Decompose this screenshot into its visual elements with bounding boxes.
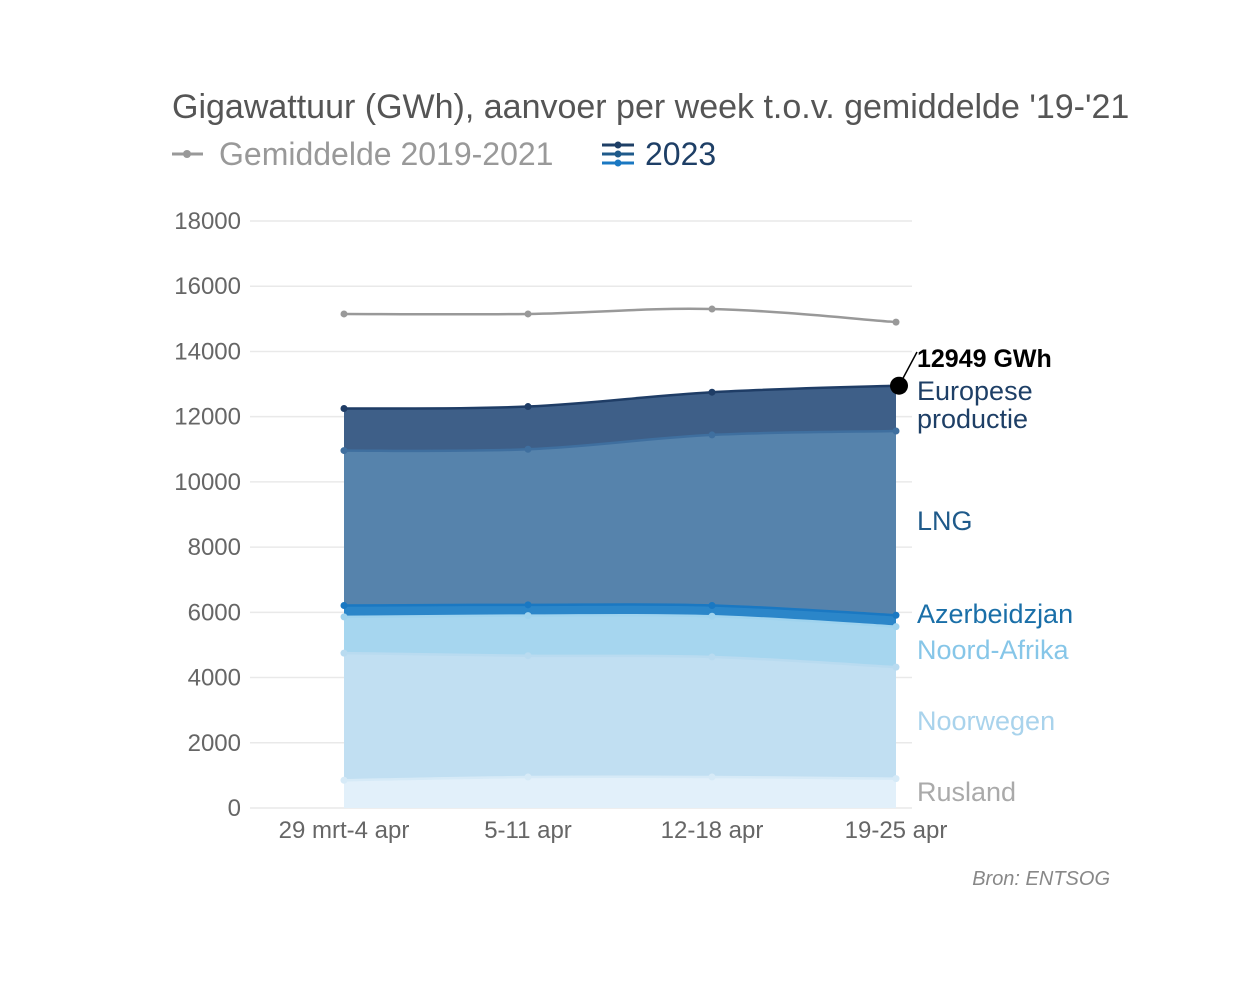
point-noord-afrika: [708, 612, 716, 620]
average-point: [524, 310, 532, 318]
chart-title: Gigawattuur (GWh), aanvoer per week t.o.…: [172, 88, 1129, 126]
point-lng: [340, 447, 348, 455]
series-lines: [340, 382, 900, 784]
area-noorwegen: [344, 653, 896, 781]
point-noorwegen: [892, 663, 900, 671]
legend-average-label: Gemiddelde 2019-2021: [219, 136, 553, 172]
y-tick-label: 10000: [174, 469, 241, 496]
point-noord-afrika: [340, 613, 348, 621]
average-point: [708, 305, 716, 313]
label-europese-line2: productie: [917, 404, 1028, 434]
point-europese-productie: [708, 388, 716, 396]
point-lng: [892, 427, 900, 435]
label-noorwegen: Noorwegen: [917, 706, 1055, 736]
line-europese-productie: [343, 384, 897, 410]
total-callout: 12949 GWh: [890, 345, 1052, 395]
label-lng: LNG: [917, 506, 973, 536]
x-tick-label: 19-25 apr: [845, 817, 948, 844]
average-point: [892, 318, 900, 326]
point-noord-afrika: [524, 612, 532, 620]
label-europese-line1: Europese: [917, 376, 1033, 406]
stacked-areas: [344, 385, 896, 808]
x-tick-label: 5-11 apr: [484, 817, 572, 844]
y-tick-label: 4000: [188, 665, 241, 692]
point-noorwegen: [708, 653, 716, 661]
y-tick-label: 14000: [174, 338, 241, 365]
point-rusland: [524, 773, 532, 781]
x-tick-label: 29 mrt-4 apr: [279, 817, 410, 844]
legend-2023-label: 2023: [645, 136, 716, 172]
point-noorwegen: [524, 652, 532, 660]
y-axis: 0 2000 4000 6000 8000 10000 12000 14000 16000 180…: [174, 208, 241, 822]
line-lng: [343, 429, 897, 453]
area-azerbeidzjan: [344, 604, 896, 627]
legend: Gemiddelde 2019-2021 2023: [172, 136, 716, 172]
y-tick-label: 2000: [188, 730, 241, 757]
y-tick-label: 6000: [188, 599, 241, 626]
callout-dot: [890, 376, 908, 395]
average-line-path: [343, 307, 897, 324]
area-europese-productie: [344, 385, 896, 451]
area-rusland: [344, 776, 896, 808]
point-rusland: [340, 776, 348, 784]
series-labels: Europese productie LNG Azerbeidzjan Noor…: [917, 376, 1073, 807]
point-azerbeidzjan: [340, 601, 348, 609]
point-europese-productie: [524, 403, 532, 411]
x-tick-label: 12-18 apr: [661, 817, 764, 844]
point-azerbeidzjan: [892, 611, 900, 619]
y-tick-label: 0: [228, 795, 241, 822]
line-azerbeidzjan: [343, 603, 897, 617]
point-lng: [524, 445, 532, 453]
point-europese-productie: [340, 405, 348, 413]
y-tick-label: 8000: [188, 534, 241, 561]
point-azerbeidzjan: [524, 601, 532, 609]
area-lng: [344, 431, 896, 616]
y-tick-label: 12000: [174, 404, 241, 431]
point-noord-afrika: [892, 623, 900, 631]
label-rusland: Rusland: [917, 777, 1016, 807]
x-axis: 29 mrt-4 apr 5-11 apr 12-18 apr 19-25 apr: [279, 817, 948, 844]
y-tick-label: 16000: [174, 273, 241, 300]
legend-2023-icon: [602, 141, 634, 167]
average-line: [340, 305, 900, 326]
point-rusland: [892, 775, 900, 783]
label-noord-afrika: Noord-Afrika: [917, 635, 1070, 665]
label-azerbeidzjan: Azerbeidzjan: [917, 599, 1073, 629]
point-lng: [708, 431, 716, 439]
source-note: Bron: ENTSOG: [972, 868, 1110, 890]
line-noorwegen: [343, 651, 897, 669]
callout-text: 12949 GWh: [917, 345, 1052, 373]
legend-average-icon: [172, 150, 203, 158]
line-noord-afrika: [343, 613, 897, 628]
y-tick-label: 18000: [174, 208, 241, 235]
line-rusland: [343, 775, 897, 782]
point-rusland: [708, 773, 716, 781]
point-noorwegen: [340, 649, 348, 657]
average-point: [340, 310, 348, 318]
point-azerbeidzjan: [708, 601, 716, 609]
